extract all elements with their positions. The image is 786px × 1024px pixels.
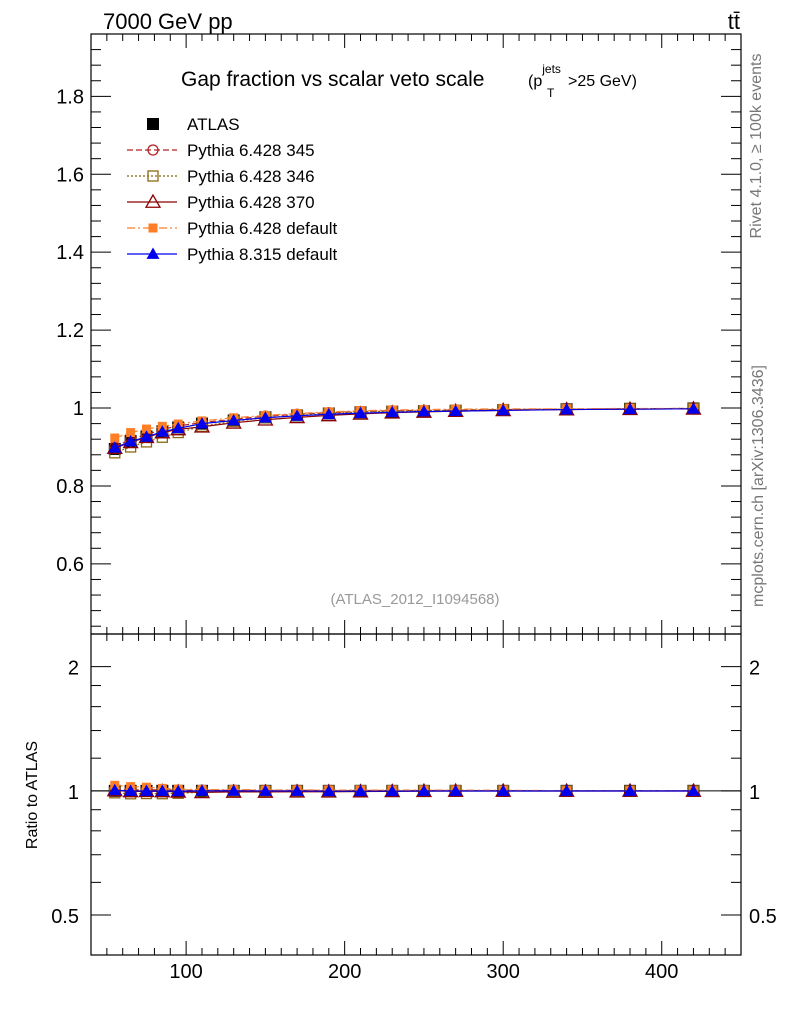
data-point-py8def bbox=[686, 402, 700, 414]
main-y-tick-label: 0.8 bbox=[56, 476, 84, 498]
legend-marker-py6def bbox=[148, 223, 158, 233]
plot-title-suffix: (pjets T>25 GeV) bbox=[528, 62, 637, 100]
legend-marker-py370 bbox=[144, 193, 162, 208]
x-tick-label: 200 bbox=[328, 961, 361, 983]
data-point-py8def bbox=[449, 404, 463, 417]
plot-title: Gap fraction vs scalar veto scale bbox=[181, 68, 484, 91]
x-tick-label: 100 bbox=[169, 961, 202, 983]
data-point-py8def bbox=[108, 441, 122, 453]
ratio-point-py8def bbox=[171, 784, 185, 797]
mcplots-label: mcplots.cern.ch [arXiv:1306.3436] bbox=[750, 365, 767, 607]
ratio-y-tick-label-left: 1 bbox=[68, 782, 79, 804]
ratio-point-py8def bbox=[258, 784, 272, 796]
data-point-py8def bbox=[417, 405, 431, 417]
ratio-point-py8def bbox=[155, 784, 169, 796]
data-point-py8def bbox=[496, 403, 510, 416]
data-point-py8def bbox=[560, 403, 574, 415]
ratio-point-py8def bbox=[623, 784, 637, 796]
legend: ATLAS Pythia 6.428 345 Pythia 6.428 346 Pyt… bbox=[127, 115, 338, 264]
data-point-py370 bbox=[106, 439, 123, 455]
ratio-point-py8def bbox=[290, 784, 304, 796]
ratio-point-py8def bbox=[686, 784, 700, 796]
ratio-series-py8def bbox=[108, 783, 700, 797]
ratio-point-py8def bbox=[227, 784, 241, 796]
data-point-py8def bbox=[227, 413, 241, 426]
data-point-py8def bbox=[258, 411, 272, 423]
series-line-py6def bbox=[114, 407, 694, 439]
main-y-tick-label: 1.2 bbox=[56, 320, 84, 342]
series-py8def bbox=[108, 402, 700, 453]
ratio-y-tick-label-right: 0.5 bbox=[749, 906, 777, 928]
ratio-y-tick-label-right: 2 bbox=[749, 658, 760, 680]
x-tick-label: 400 bbox=[645, 961, 678, 983]
data-point-py8def bbox=[354, 406, 368, 418]
legend-label-py370: Pythia 6.428 370 bbox=[187, 193, 315, 212]
ratio-line-py6def bbox=[114, 784, 694, 792]
data-point-py370 bbox=[138, 428, 155, 444]
legend-marker-py8def bbox=[146, 247, 160, 259]
ratio-y-tick-label-right: 1 bbox=[749, 782, 760, 804]
ratio-frame bbox=[90, 633, 742, 956]
ratio-point-py8def bbox=[385, 784, 399, 797]
header-process-label: tt̄ bbox=[728, 9, 740, 34]
ratio-point-py8def bbox=[449, 784, 463, 796]
ratio-point-py8def bbox=[124, 784, 138, 796]
ratio-point-py8def bbox=[108, 783, 122, 796]
legend-label-py6def: Pythia 6.428 default bbox=[187, 219, 338, 238]
legend-label-py346: Pythia 6.428 346 bbox=[187, 167, 315, 186]
x-tick-label: 300 bbox=[487, 961, 520, 983]
data-point-py8def bbox=[139, 430, 153, 442]
series-line-py346 bbox=[114, 407, 694, 454]
ratio-point-py8def bbox=[354, 784, 368, 797]
ratio-y-axis-label: Ratio to ATLAS bbox=[24, 741, 41, 849]
legend-label-py345: Pythia 6.428 345 bbox=[187, 141, 315, 160]
data-point-py8def bbox=[623, 402, 637, 415]
data-point-py8def bbox=[322, 407, 336, 420]
main-plot-panel: 0.6 0.8 1 1.2 1.4 1.6 1.8 Gap fraction vs scala… bbox=[56, 33, 742, 635]
ratio-point-py8def bbox=[195, 784, 209, 796]
main-y-tick-label: 1.4 bbox=[56, 242, 84, 264]
ratio-point-py8def bbox=[496, 784, 510, 796]
data-point-py8def bbox=[290, 409, 304, 421]
main-y-tick-label: 1.8 bbox=[56, 86, 84, 108]
main-y-tick-label: 1 bbox=[73, 398, 84, 420]
data-point-py8def bbox=[385, 405, 399, 418]
data-point-py8def bbox=[124, 435, 138, 447]
legend-marker-py346 bbox=[147, 170, 159, 182]
data-point-py6def bbox=[126, 428, 136, 438]
data-point-py6def bbox=[141, 424, 151, 434]
rivet-version-label: Rivet 4.1.0, ≥ 100k events bbox=[748, 54, 765, 239]
ratio-y-tick-label-left: 0.5 bbox=[51, 906, 79, 928]
analysis-watermark: (ATLAS_2012_I1094568) bbox=[330, 591, 499, 608]
ratio-point-py8def bbox=[560, 784, 574, 796]
ratio-point-py8def bbox=[417, 784, 431, 796]
ratio-y-tick-label-left: 2 bbox=[68, 658, 79, 680]
ratio-point-py8def bbox=[322, 784, 336, 797]
legend-marker-py345 bbox=[147, 144, 159, 156]
data-point-py8def bbox=[171, 421, 185, 434]
legend-marker-atlas bbox=[147, 118, 159, 130]
data-point-py6def bbox=[110, 433, 120, 443]
data-point-py8def bbox=[155, 425, 169, 437]
ratio-plot-panel: 100 200 300 400 0.5 0.5 1 1 2 2 Ratio to ATLAS bbox=[24, 633, 777, 983]
data-point-py8def bbox=[195, 417, 209, 429]
header-energy-label: 7000 GeV pp bbox=[103, 9, 233, 34]
ratio-point-py8def bbox=[139, 784, 153, 796]
main-y-tick-label: 0.6 bbox=[56, 554, 84, 576]
main-y-tick-label: 1.6 bbox=[56, 164, 84, 186]
legend-label-py8def: Pythia 8.315 default bbox=[187, 245, 338, 264]
legend-label-atlas: ATLAS bbox=[187, 115, 240, 134]
